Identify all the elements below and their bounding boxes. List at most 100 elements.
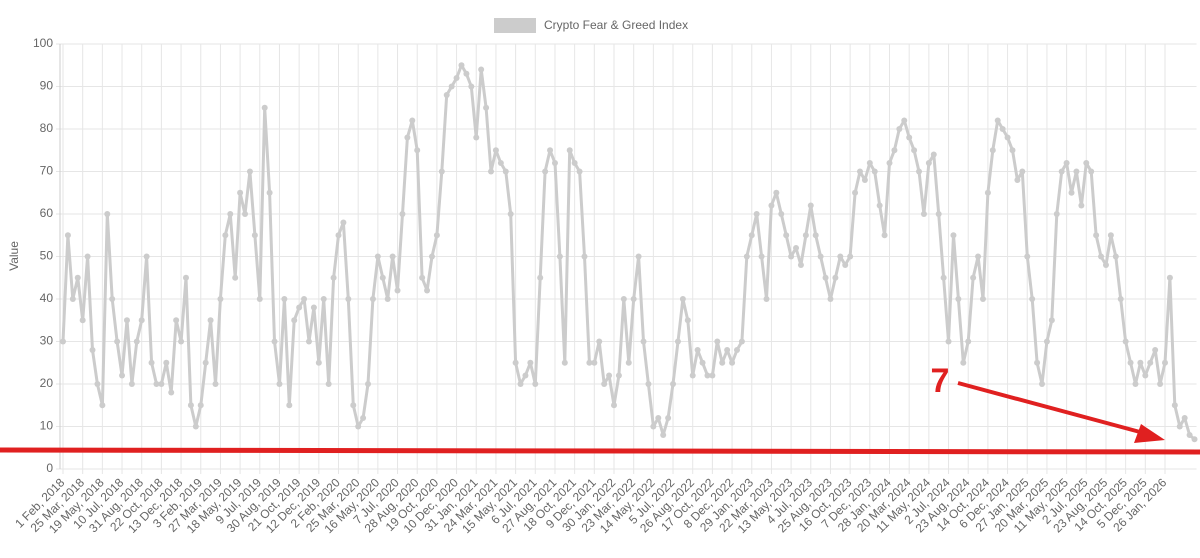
data-point [1122, 338, 1129, 345]
data-point [399, 211, 406, 217]
data-point [350, 402, 357, 409]
data-point [1186, 432, 1193, 438]
data-point [945, 338, 952, 345]
data-point [428, 253, 435, 260]
data-point [99, 402, 106, 409]
data-point [778, 211, 785, 217]
data-point [1029, 296, 1036, 302]
data-point [625, 359, 632, 366]
y-tick-label: 100 [33, 36, 53, 50]
data-point [424, 287, 431, 294]
data-point [276, 381, 283, 387]
data-point [1083, 160, 1090, 166]
data-point [463, 70, 470, 77]
data-point [935, 211, 942, 217]
data-point [542, 168, 549, 175]
data-point [178, 338, 185, 345]
data-point [202, 359, 209, 366]
legend-label[interactable]: Crypto Fear & Greed Index [544, 18, 688, 32]
data-point [409, 117, 416, 124]
y-tick-label: 40 [40, 291, 54, 305]
data-point [109, 296, 116, 302]
data-point [187, 402, 194, 409]
data-point [724, 347, 731, 353]
data-point [822, 274, 829, 281]
data-point [79, 317, 86, 324]
data-point [1024, 253, 1031, 260]
annotation-arrow [957, 381, 1141, 434]
data-point [620, 296, 627, 302]
data-point [645, 381, 652, 387]
data-point [606, 372, 613, 379]
legend-swatch[interactable] [494, 18, 536, 33]
data-point [842, 262, 849, 268]
data-point [920, 211, 927, 217]
data-point [748, 232, 755, 239]
data-point [305, 338, 312, 345]
data-point [979, 296, 986, 302]
data-point [473, 134, 480, 141]
data-point [975, 253, 982, 260]
data-point [89, 347, 96, 353]
data-point [394, 287, 401, 294]
data-point [497, 160, 504, 166]
data-point [374, 253, 381, 260]
y-tick-label: 50 [40, 249, 54, 263]
data-point [207, 317, 214, 324]
data-point [758, 253, 765, 260]
data-point [453, 75, 460, 81]
data-point [537, 274, 544, 281]
data-point [812, 232, 819, 239]
data-point [512, 359, 519, 366]
data-point [301, 296, 308, 302]
data-point [266, 189, 273, 196]
data-point [837, 253, 844, 260]
data-point [232, 274, 239, 281]
data-point [989, 147, 996, 154]
data-point [738, 338, 745, 345]
y-tick-label: 60 [40, 206, 54, 220]
y-tick-label: 80 [40, 121, 54, 135]
data-point [153, 381, 160, 387]
data-point [1117, 296, 1124, 302]
data-point [955, 296, 962, 302]
data-point [802, 232, 809, 239]
data-point [1073, 168, 1080, 175]
data-point [1107, 232, 1114, 239]
data-point [389, 253, 396, 260]
data-point [827, 296, 834, 302]
data-point [192, 423, 199, 430]
data-point [591, 359, 598, 366]
data-point [773, 189, 780, 196]
data-point [861, 177, 868, 183]
data-point [566, 147, 573, 154]
data-point [852, 189, 859, 196]
data-point [881, 232, 888, 239]
data-point [817, 253, 824, 260]
data-point [689, 372, 696, 379]
data-point [522, 372, 529, 379]
data-point [793, 245, 800, 251]
data-point [1098, 253, 1105, 260]
data-point [571, 160, 578, 166]
data-point [414, 147, 421, 154]
data-point [763, 296, 770, 302]
data-point [296, 304, 303, 311]
data-point [212, 381, 219, 387]
data-point [315, 359, 322, 366]
data-point [1176, 423, 1183, 430]
data-point [807, 202, 814, 209]
data-point [242, 211, 249, 217]
data-point [114, 338, 121, 345]
data-point [1093, 232, 1100, 239]
data-point [911, 147, 918, 154]
data-point [1034, 359, 1041, 366]
data-point [984, 189, 991, 196]
data-point [1039, 381, 1046, 387]
data-point [60, 338, 66, 345]
data-point [660, 432, 667, 438]
data-point [291, 317, 298, 324]
data-point [1112, 253, 1119, 260]
data-point [719, 359, 726, 366]
